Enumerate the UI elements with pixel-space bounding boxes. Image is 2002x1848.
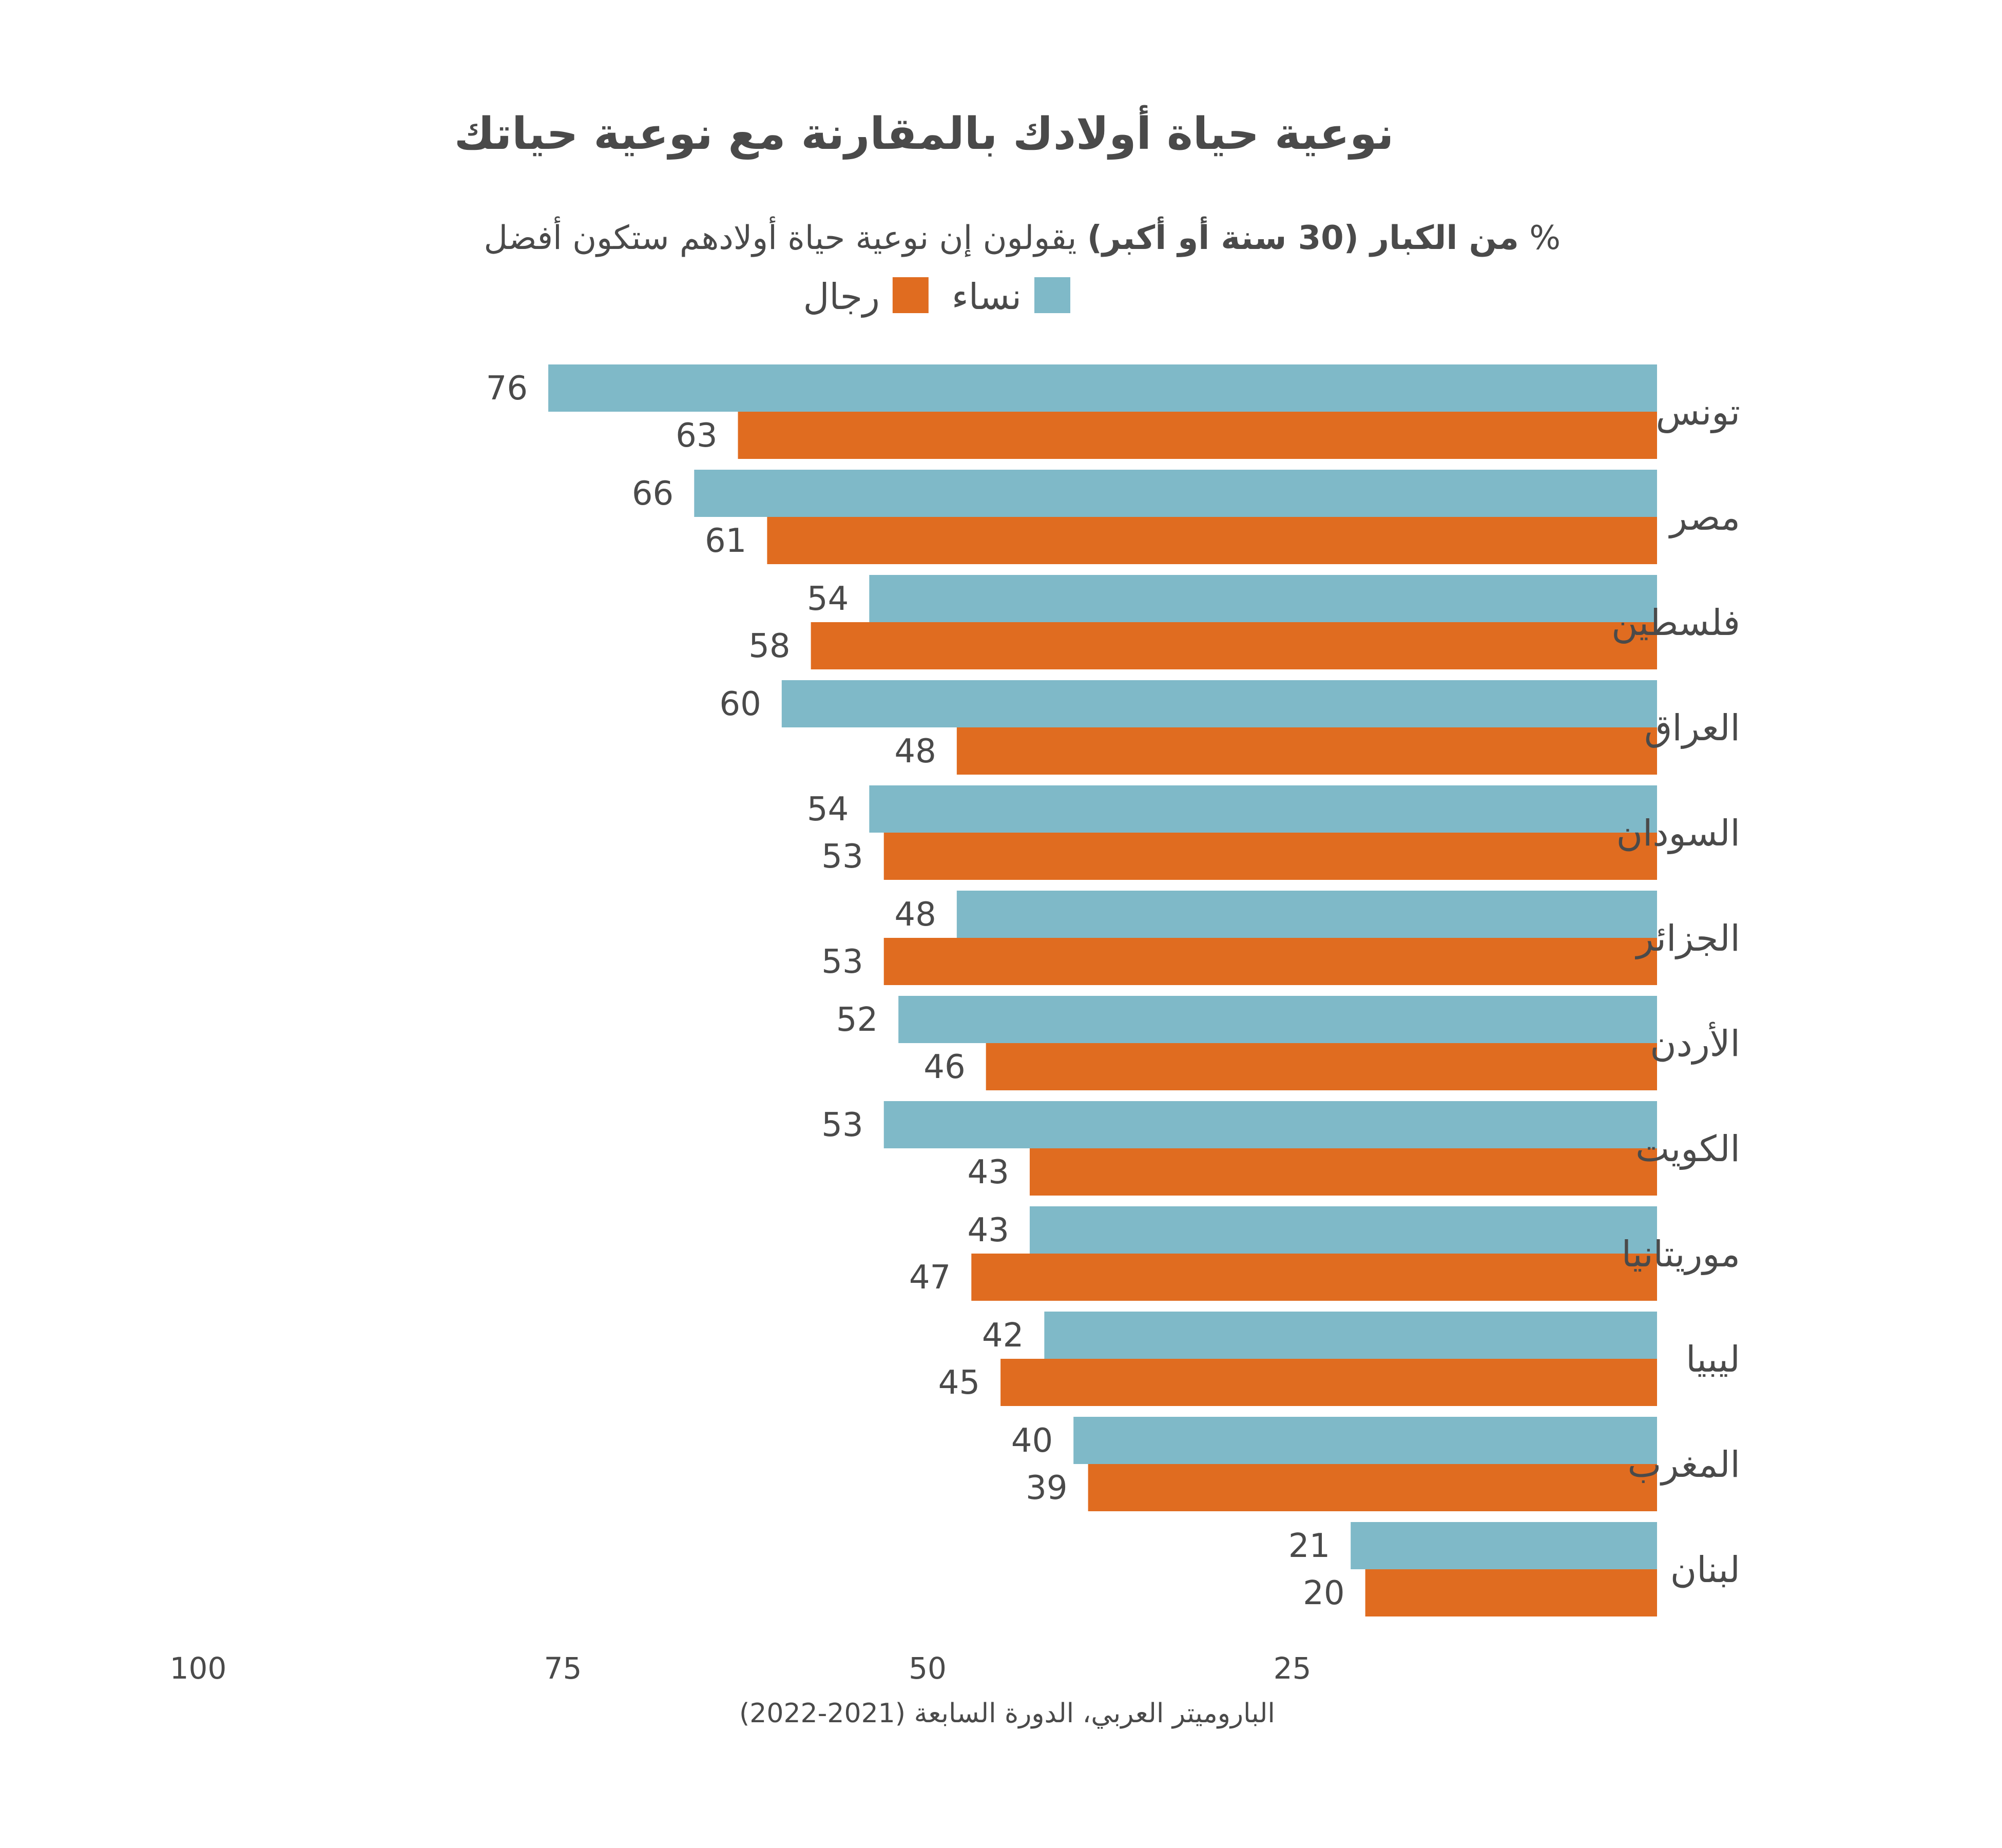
value-label-women-10: 40 xyxy=(1011,1422,1053,1460)
bar-men-1 xyxy=(767,517,1657,564)
bar-men-9 xyxy=(1000,1359,1657,1406)
bar-women-10 xyxy=(1073,1417,1657,1464)
value-label-women-11: 21 xyxy=(1288,1527,1330,1565)
value-label-women-2: 54 xyxy=(807,580,849,618)
bar-women-7 xyxy=(883,1101,1657,1148)
category-label-0: تونس xyxy=(1656,391,1740,433)
category-label-5: الجزائر xyxy=(1635,917,1740,959)
category-label-1: مصر xyxy=(1668,496,1740,538)
bar-women-3 xyxy=(781,680,1657,727)
bars-group xyxy=(548,364,1657,1616)
bar-women-4 xyxy=(869,785,1657,833)
bar-men-2 xyxy=(811,622,1657,669)
value-label-men-6: 46 xyxy=(923,1048,965,1086)
category-label-3: العراق xyxy=(1644,707,1740,749)
value-label-men-3: 48 xyxy=(894,733,936,771)
value-label-men-0: 63 xyxy=(676,417,717,455)
bar-men-8 xyxy=(971,1254,1657,1301)
legend-swatch-women xyxy=(1034,277,1070,313)
bar-men-6 xyxy=(986,1043,1657,1090)
bar-men-5 xyxy=(883,938,1657,985)
value-label-women-5: 48 xyxy=(894,896,936,934)
category-label-9: ليبيا xyxy=(1686,1338,1740,1380)
category-label-10: المغرب xyxy=(1627,1443,1740,1486)
bar-women-8 xyxy=(1029,1206,1657,1254)
category-label-6: الأردن xyxy=(1650,1022,1740,1065)
subtitle-bold: من الكبار (30 سنة أو أكبر) xyxy=(1087,216,1519,257)
value-label-men-7: 43 xyxy=(968,1153,1009,1191)
value-label-women-8: 43 xyxy=(968,1211,1009,1249)
bar-women-2 xyxy=(869,575,1657,622)
bar-men-4 xyxy=(883,833,1657,880)
x-axis-ticks: 100 75 50 25 xyxy=(170,1651,1312,1686)
x-tick-label-1: 75 xyxy=(544,1651,582,1686)
subtitle-prefix: % xyxy=(1529,219,1561,257)
legend-label-women: نساء xyxy=(952,276,1022,318)
bar-women-5 xyxy=(956,891,1657,938)
bar-women-6 xyxy=(898,996,1657,1043)
category-labels-group: تونس مصر فلسطين العراق السودان الجزائر الأردن ا… xyxy=(1611,391,1740,1591)
value-label-men-4: 53 xyxy=(821,838,863,876)
value-label-men-8: 47 xyxy=(909,1259,951,1297)
chart-title: نوعية حياة أولادك بالمقارنة مع نوعية حيا… xyxy=(454,105,1394,160)
subtitle-rest: يقولون إن نوعية حياة أولادهم ستكون أفضل xyxy=(484,216,1076,257)
value-label-women-7: 53 xyxy=(821,1106,863,1144)
value-label-men-11: 20 xyxy=(1303,1574,1344,1612)
bar-women-9 xyxy=(1044,1312,1657,1359)
x-tick-label-2: 50 xyxy=(909,1651,947,1686)
bar-men-11 xyxy=(1365,1569,1657,1616)
bar-men-3 xyxy=(956,727,1657,775)
value-label-women-0: 76 xyxy=(486,370,528,408)
category-label-4: السودان xyxy=(1616,812,1740,854)
x-tick-label-3: 25 xyxy=(1274,1651,1312,1686)
bar-women-0 xyxy=(548,364,1657,412)
legend: نساء رجال xyxy=(803,276,1070,318)
value-label-men-5: 53 xyxy=(821,943,863,981)
bar-women-11 xyxy=(1351,1522,1657,1569)
category-label-7: الكويت xyxy=(1635,1128,1740,1170)
bar-men-10 xyxy=(1088,1464,1657,1511)
legend-label-men: رجال xyxy=(803,276,880,318)
bar-men-0 xyxy=(738,412,1657,459)
value-label-women-1: 66 xyxy=(632,475,673,513)
category-label-8: موريتانيا xyxy=(1622,1233,1740,1275)
value-label-women-4: 54 xyxy=(807,791,849,829)
value-label-men-10: 39 xyxy=(1026,1469,1067,1507)
category-label-11: لبنان xyxy=(1670,1549,1740,1591)
value-label-men-2: 58 xyxy=(748,627,790,665)
bar-men-7 xyxy=(1029,1148,1657,1196)
bar-women-1 xyxy=(694,470,1657,517)
value-label-women-9: 42 xyxy=(982,1317,1024,1355)
value-label-men-1: 61 xyxy=(705,522,746,560)
value-label-women-3: 60 xyxy=(719,685,761,723)
chart-subtitle: % من الكبار (30 سنة أو أكبر) يقولون إن ن… xyxy=(484,216,1561,257)
category-label-2: فلسطين xyxy=(1611,602,1740,644)
value-label-women-6: 52 xyxy=(836,1001,878,1039)
value-label-men-9: 45 xyxy=(938,1364,980,1402)
legend-swatch-men xyxy=(892,277,929,313)
source-note: الباروميتر العربي، الدورة السابعة (2021-… xyxy=(739,1698,1275,1729)
x-tick-label-0: 100 xyxy=(170,1651,227,1686)
